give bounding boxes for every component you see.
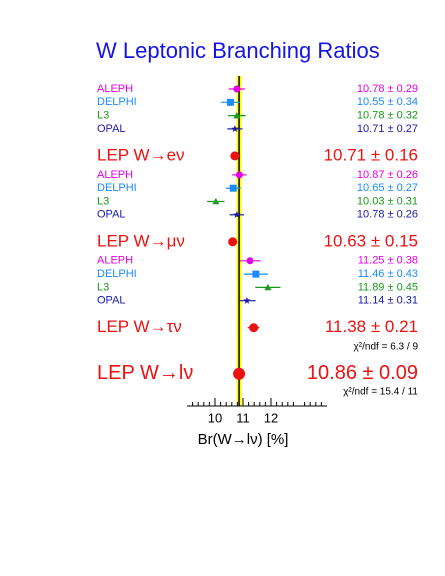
row-label: DELPHI bbox=[97, 268, 137, 280]
row-label: LEP W→eν bbox=[97, 145, 185, 164]
value-label: 10.71 ± 0.27 bbox=[357, 123, 418, 135]
row-label: ALEPH bbox=[97, 83, 133, 95]
x-tick-label: 12 bbox=[264, 410, 278, 425]
value-label: 10.63 ± 0.15 bbox=[324, 231, 418, 250]
row-label: OPAL bbox=[97, 123, 126, 135]
chi2-label: χ²/ndf = 6.3 / 9 bbox=[354, 341, 419, 352]
marker bbox=[252, 270, 260, 278]
value-label: 11.38 ± 0.21 bbox=[325, 317, 418, 336]
row-label: OPAL bbox=[97, 295, 126, 307]
row-label: L3 bbox=[97, 281, 109, 293]
value-label: 10.78 ± 0.29 bbox=[357, 83, 418, 95]
marker bbox=[233, 85, 241, 93]
value-label: 10.55 ± 0.34 bbox=[357, 96, 418, 108]
x-axis-label: Br(W→lν) [%] bbox=[198, 431, 289, 448]
x-tick-label: 11 bbox=[236, 410, 250, 425]
chi2-label: χ²/ndf = 15.4 / 11 bbox=[343, 386, 418, 397]
marker bbox=[233, 367, 246, 380]
value-label: 10.78 ± 0.26 bbox=[357, 209, 418, 221]
row-label: LEP W→μν bbox=[97, 231, 185, 250]
marker bbox=[235, 171, 243, 179]
row-label: L3 bbox=[97, 110, 109, 122]
marker bbox=[243, 296, 251, 304]
row-label: DELPHI bbox=[97, 96, 137, 108]
marker bbox=[230, 151, 240, 161]
marker bbox=[229, 184, 237, 192]
marker bbox=[264, 283, 272, 291]
chart-title: W Leptonic Branching Ratios bbox=[96, 38, 380, 63]
marker bbox=[226, 98, 234, 106]
value-label: 11.14 ± 0.31 bbox=[358, 295, 418, 307]
x-tick-label: 10 bbox=[208, 410, 222, 425]
value-label: 10.03 ± 0.31 bbox=[357, 195, 418, 207]
marker bbox=[233, 112, 241, 119]
marker bbox=[231, 125, 239, 133]
marker bbox=[246, 257, 254, 265]
value-label: 10.65 ± 0.27 bbox=[357, 182, 418, 194]
row-label: OPAL bbox=[97, 209, 126, 221]
row-label: DELPHI bbox=[97, 182, 137, 194]
row-label: L3 bbox=[97, 195, 109, 207]
value-label: 11.46 ± 0.43 bbox=[358, 268, 418, 280]
row-label: LEP W→τν bbox=[97, 317, 182, 336]
value-label: 11.25 ± 0.38 bbox=[358, 255, 418, 267]
value-label: 10.86 ± 0.09 bbox=[307, 362, 418, 384]
value-label: 10.71 ± 0.16 bbox=[324, 145, 418, 164]
value-label: 10.87 ± 0.26 bbox=[357, 169, 418, 181]
marker bbox=[212, 198, 220, 205]
value-label: 10.78 ± 0.32 bbox=[357, 110, 418, 122]
marker bbox=[233, 210, 241, 218]
row-label: ALEPH bbox=[97, 169, 133, 181]
marker bbox=[228, 237, 238, 247]
marker bbox=[249, 323, 259, 333]
value-label: 11.89 ± 0.45 bbox=[358, 281, 418, 293]
row-label: LEP W→lν bbox=[97, 362, 193, 384]
row-label: ALEPH bbox=[97, 255, 133, 267]
